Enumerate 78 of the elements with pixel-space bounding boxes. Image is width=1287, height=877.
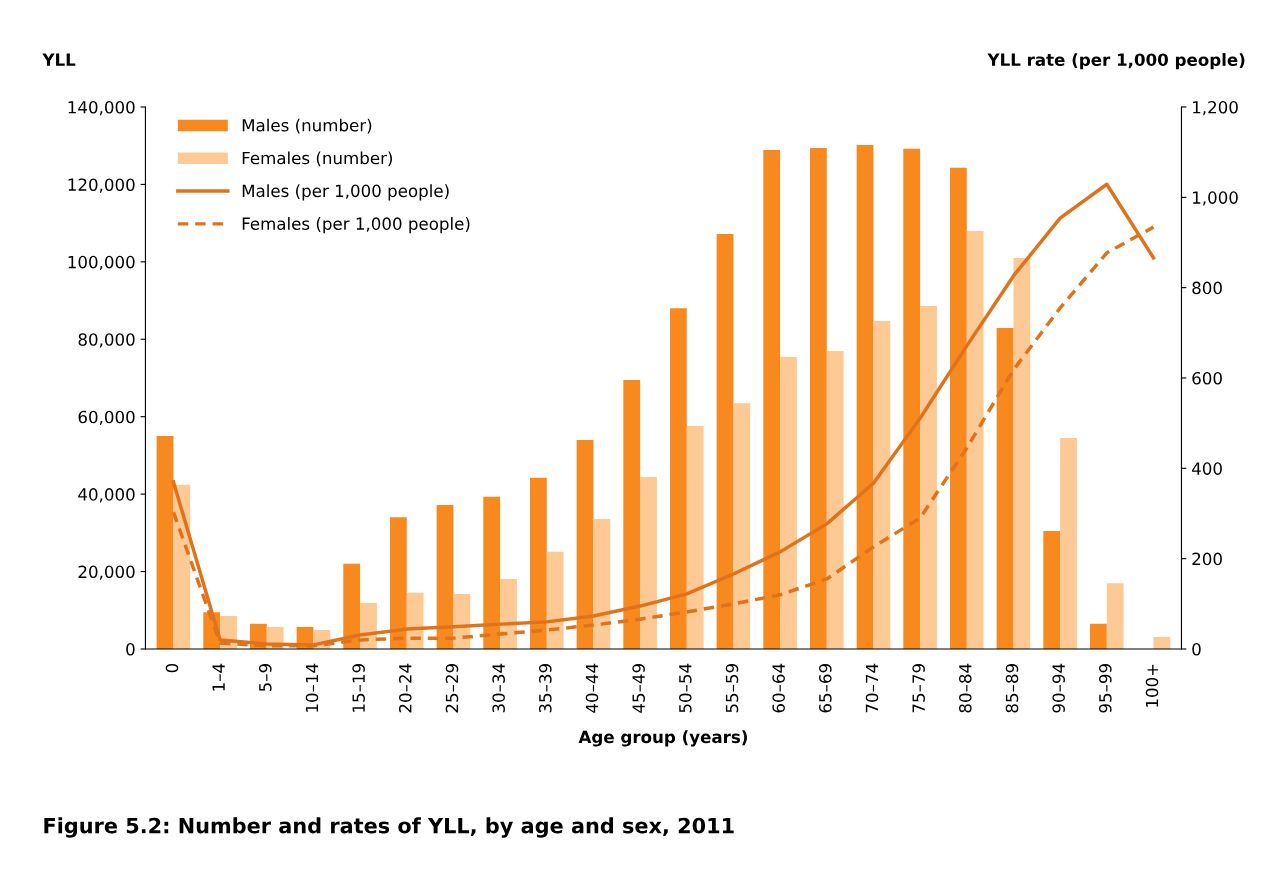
bar — [716, 233, 734, 649]
y-tick-label: 100,000 — [68, 255, 135, 271]
x-tick-label: 5–9 — [259, 664, 272, 692]
bar — [593, 518, 611, 649]
bar — [436, 504, 454, 649]
x-tick-label: 100+ — [1145, 664, 1159, 707]
x-tick-label: 30–34 — [492, 663, 505, 713]
bar — [826, 350, 844, 649]
bar — [1090, 623, 1107, 649]
y-axis-title: YLL — [42, 53, 76, 66]
y-tick-label: 120,000 — [68, 178, 135, 193]
x-tick-label: 85–89 — [1005, 664, 1019, 713]
bar — [856, 144, 874, 649]
x-tick-label: 45–49 — [632, 664, 645, 713]
bar — [669, 308, 687, 649]
x-tick-label: 80–84 — [959, 663, 972, 713]
x-tick-label: 1–4 — [212, 663, 225, 691]
bar — [640, 477, 657, 649]
x-tick-label: 40–44 — [585, 663, 599, 713]
x-tick-label: 90–94 — [1052, 663, 1065, 713]
y2-tick-label: 0 — [1192, 642, 1201, 656]
bar — [1106, 583, 1124, 649]
bar — [389, 517, 407, 649]
bar — [1060, 437, 1077, 649]
x-tick-label: 0 — [165, 663, 179, 673]
bar — [529, 477, 547, 649]
x-tick-label: 10–14 — [305, 663, 319, 712]
y-tick-label: 40,000 — [78, 488, 135, 503]
bar — [780, 357, 797, 649]
y-tick-label: 140,000 — [68, 100, 135, 116]
y2-tick-label: 800 — [1192, 281, 1222, 295]
y2-tick-label: 1,200 — [1193, 100, 1238, 116]
y2-axis-title: YLL rate (per 1,000 people) — [987, 53, 1245, 70]
x-axis-title: Age group (years) — [578, 730, 747, 747]
bar — [949, 167, 967, 649]
x-tick-label: 70–74 — [865, 663, 879, 713]
bar — [576, 439, 594, 649]
bar — [1013, 257, 1031, 649]
legend-label: Males (per 1,000 people) — [242, 184, 449, 201]
y2-tick-label: 600 — [1192, 371, 1222, 385]
x-tick-label: 65–69 — [819, 664, 832, 713]
bar — [996, 328, 1014, 649]
bar — [733, 403, 751, 649]
bar — [1043, 530, 1061, 649]
bar — [809, 148, 827, 649]
x-tick-label: 60–64 — [772, 663, 785, 713]
bar — [920, 305, 937, 649]
y-tick-label: 0 — [126, 642, 135, 656]
x-tick-label: 55–59 — [725, 664, 739, 713]
bar — [903, 148, 921, 649]
x-tick-label: 95–99 — [1099, 664, 1112, 713]
legend-label: Females (number) — [242, 151, 393, 167]
y2-tick-label: 400 — [1192, 462, 1222, 475]
bar — [343, 563, 361, 649]
bar — [500, 578, 517, 649]
bar — [623, 379, 641, 649]
x-tick-label: 25–29 — [445, 664, 459, 713]
x-tick-label: 35–39 — [539, 664, 552, 713]
y2-tick-label: 1,000 — [1193, 191, 1238, 206]
bar — [966, 230, 984, 649]
legend-label: Males (number) — [242, 118, 372, 134]
bar — [483, 496, 501, 649]
bar — [546, 551, 564, 649]
y2-tick-label: 200 — [1192, 552, 1222, 566]
bar — [763, 149, 781, 649]
bar — [686, 425, 704, 649]
y-tick-label: 80,000 — [78, 333, 135, 348]
legend-label: Females (per 1,000 people) — [242, 217, 470, 234]
x-tick-label: 20–24 — [399, 663, 412, 713]
caption: Figure 5.2: Number and rates of YLL, by age and sex, 2011 — [44, 817, 734, 838]
x-tick-label: 15–19 — [352, 664, 365, 712]
x-tick-label: 50–54 — [679, 663, 692, 713]
bar — [1153, 636, 1171, 649]
x-tick-label: 75–79 — [912, 664, 925, 713]
y-tick-label: 20,000 — [78, 565, 135, 580]
y-tick-label: 60,000 — [78, 410, 135, 425]
bar — [873, 321, 891, 649]
bar — [156, 436, 174, 649]
